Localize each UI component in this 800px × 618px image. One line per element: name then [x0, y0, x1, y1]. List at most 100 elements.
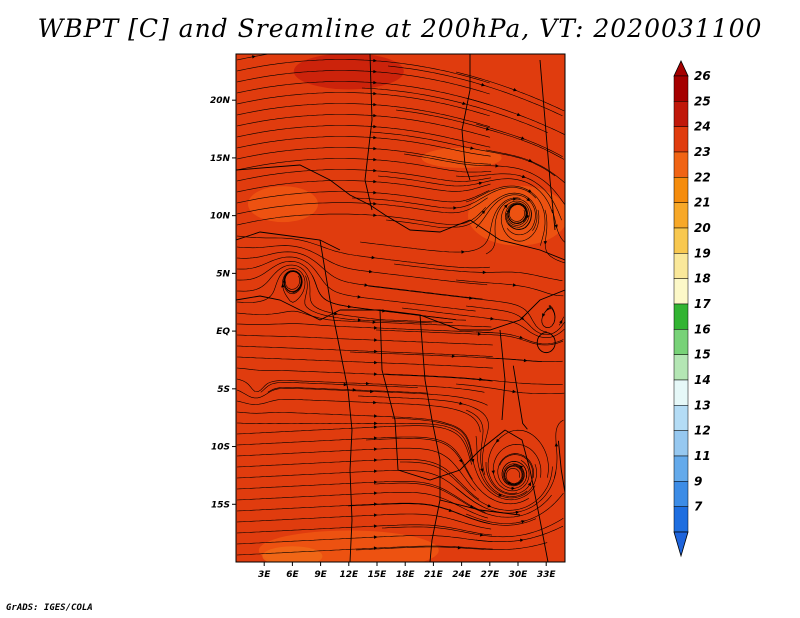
colorbar-swatch — [673, 430, 689, 457]
streamline-arrow — [373, 513, 378, 517]
streamline-arrow — [373, 425, 378, 429]
streamline-103 — [500, 200, 540, 242]
country-border — [319, 239, 353, 562]
country-border — [519, 289, 565, 321]
streamline-arrow — [368, 269, 373, 274]
lon-tick-label: 6E — [286, 570, 299, 580]
country-border — [299, 309, 341, 321]
colorbar-label: 9 — [694, 474, 702, 488]
streamline-26 — [236, 345, 493, 357]
colorbar-label: 11 — [694, 449, 711, 463]
streamline-63 — [365, 438, 530, 505]
colorbar-label: 7 — [694, 500, 703, 514]
streamline-101 — [507, 203, 527, 225]
country-border — [539, 59, 556, 231]
colorbar-swatch — [673, 354, 689, 381]
streamline-arrow — [373, 535, 378, 539]
streamline-arrow — [521, 520, 526, 524]
streamline-86 — [465, 493, 564, 524]
streamline-arrow — [526, 197, 531, 202]
streamline-arrow — [478, 181, 483, 185]
colorbar-bottom-arrow — [673, 531, 689, 558]
streamline-91 — [504, 465, 524, 485]
streamline-31 — [236, 399, 481, 433]
colorbar-swatch — [673, 506, 689, 533]
streamline-4 — [236, 92, 490, 117]
streamline-arrow — [373, 91, 377, 96]
streamline-arrow — [554, 224, 558, 229]
streamline-27 — [236, 356, 493, 369]
streamline-46 — [387, 65, 563, 117]
colorbar-swatch — [673, 202, 689, 229]
axis-ticks: 20N 15N 10N 5N EQ 5S 10S 15S 3E 6E 9E 12E 15E 18E 21E 2… — [210, 96, 556, 580]
streamline-83 — [475, 435, 537, 499]
colorbar-swatch — [673, 481, 689, 507]
streamline-arrow — [252, 55, 256, 59]
streamline-18 — [236, 251, 483, 300]
streamline-99 — [541, 304, 556, 329]
streamline-37 — [236, 459, 480, 500]
streamline-arrow — [451, 354, 456, 358]
colorbar-label: 20 — [694, 221, 711, 235]
streamline-arrow — [477, 332, 482, 336]
streamline-98 — [267, 387, 427, 394]
streamline-65 — [373, 482, 552, 518]
wbpt-warm-north — [293, 54, 404, 90]
streamline-arrow — [374, 458, 378, 462]
streamline-84 — [485, 454, 534, 495]
country-border — [236, 164, 471, 233]
streamline-arrow — [485, 127, 490, 131]
streamline-7 — [236, 125, 491, 148]
streamline-arrow — [511, 486, 516, 491]
streamline-36 — [236, 447, 476, 491]
streamline-15 — [236, 207, 487, 226]
streamline-arrow — [373, 447, 378, 451]
streamline-75 — [475, 194, 536, 236]
lat-tick-label: 10S — [211, 443, 230, 453]
lon-tick-label: 12E — [339, 570, 359, 580]
streamline-44 — [236, 535, 493, 545]
wbpt-mid-sahel — [421, 147, 502, 168]
colorbar-label: 24 — [694, 120, 711, 134]
lon-tick-label: 15E — [368, 570, 388, 580]
streamline-48 — [395, 109, 565, 160]
streamline-arrow — [282, 278, 286, 283]
streamline-35 — [236, 436, 473, 480]
streamline-68 — [355, 542, 548, 551]
streamline-25 — [236, 334, 493, 346]
streamline-arrow — [519, 465, 524, 469]
colorbar-label: 18 — [694, 272, 711, 286]
colorbar-swatch — [673, 151, 689, 178]
streamline-arrow — [453, 206, 457, 210]
lake-tanganyika — [512, 365, 528, 430]
lake-malawi — [557, 440, 565, 493]
streamline-arrow — [373, 135, 377, 140]
streamline-arrow — [374, 338, 378, 342]
lon-tick-label: 18E — [396, 570, 416, 580]
streamline-arrow — [480, 468, 484, 473]
streamline-arrow — [515, 510, 520, 515]
colorbar-label: 25 — [694, 94, 711, 108]
streamline-73 — [455, 173, 562, 221]
streamline-47 — [361, 87, 548, 133]
streamline-arrow — [470, 146, 475, 150]
streamline-arrow — [357, 318, 362, 322]
streamline-arrow — [519, 335, 524, 339]
streamline-arrow — [374, 349, 378, 354]
streamline-arrow — [526, 214, 530, 219]
streamline-61 — [357, 395, 489, 476]
colorbar-label: 26 — [694, 69, 711, 83]
streamline-arrow — [374, 414, 378, 418]
colorbar: 26 25 24 23 22 21 20 19 18 17 16 15 14 13 12 11 9 7 — [673, 60, 711, 558]
lon-tick-label: 33E — [537, 570, 557, 580]
streamline-34 — [236, 425, 473, 465]
streamline-arrow — [373, 80, 377, 85]
streamline-39 — [236, 481, 486, 513]
streamline-51 — [377, 175, 553, 214]
country-border — [340, 309, 521, 331]
streamline-arrow — [373, 436, 378, 440]
streamline-arrow — [470, 458, 475, 463]
streamline-8 — [236, 136, 491, 157]
colorbar-swatch — [673, 101, 689, 127]
streamline-arrow — [373, 58, 377, 63]
